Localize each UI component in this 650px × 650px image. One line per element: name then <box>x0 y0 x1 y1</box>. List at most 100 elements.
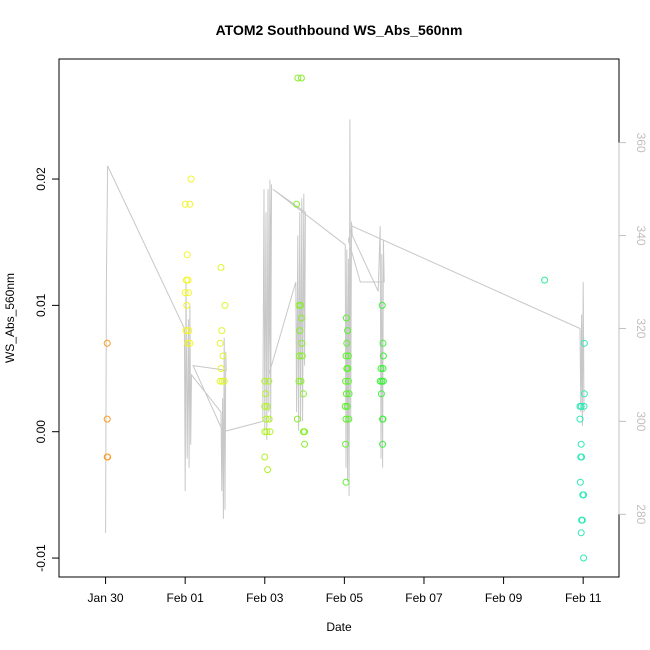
data-point <box>342 440 350 448</box>
line-series <box>105 119 585 533</box>
data-point <box>577 529 585 537</box>
data-point <box>104 453 112 461</box>
data-point <box>221 301 229 309</box>
data-point <box>298 352 306 360</box>
data-point <box>297 74 305 82</box>
data-point <box>342 377 350 385</box>
data-point <box>577 402 585 410</box>
data-point <box>344 365 352 372</box>
data-point <box>184 289 192 297</box>
data-point <box>343 339 351 347</box>
data-point <box>186 200 194 208</box>
data-point <box>379 440 387 448</box>
plot-area <box>58 58 620 578</box>
data-point <box>261 453 269 461</box>
data-point <box>216 339 224 347</box>
data-point <box>297 377 305 385</box>
x-tick-label: Feb 11 <box>565 591 602 605</box>
x-axis: Jan 30 Feb 01 Feb 03 Feb 05 Feb 07 Feb 09 Feb … <box>88 576 602 605</box>
data-point <box>261 377 269 385</box>
data-point <box>262 390 270 398</box>
data-point <box>299 390 307 398</box>
data-point <box>184 276 192 284</box>
y2-tick-label: 340 <box>634 226 648 246</box>
y-tick-label: 0.00 <box>34 420 48 444</box>
data-point <box>345 390 353 398</box>
data-point <box>301 440 309 448</box>
data-point <box>377 365 385 372</box>
data-point <box>103 415 111 423</box>
data-point <box>580 402 588 410</box>
data-point <box>295 377 303 385</box>
data-point <box>185 327 193 335</box>
data-point <box>297 301 305 309</box>
chart-title: ATOM2 Southbound WS_Abs_560nm <box>216 22 463 38</box>
data-point <box>342 352 350 360</box>
data-point <box>265 377 273 385</box>
x-tick-label: Feb 09 <box>485 591 523 605</box>
data-point <box>261 428 269 436</box>
x-tick-label: Feb 01 <box>166 591 204 605</box>
secondary-y-axis: 280 300 320 340 360 <box>618 133 648 525</box>
y-axis-label: WS_Abs_560nm <box>3 273 17 363</box>
data-point <box>266 428 274 436</box>
data-point <box>183 251 191 259</box>
x-tick-label: Feb 05 <box>326 591 364 605</box>
data-point <box>580 491 588 499</box>
data-point <box>342 314 350 322</box>
data-point <box>218 327 226 335</box>
y2-tick-label: 300 <box>634 411 648 431</box>
data-point <box>181 200 189 208</box>
data-point <box>217 264 225 271</box>
data-point <box>580 390 588 398</box>
data-point <box>580 339 588 347</box>
data-point <box>261 402 269 410</box>
data-point <box>577 440 585 448</box>
data-point <box>379 365 387 372</box>
data-point <box>219 352 227 360</box>
data-point <box>298 339 306 347</box>
x-tick-label: Feb 07 <box>405 591 443 605</box>
data-point <box>344 377 352 385</box>
data-point <box>217 365 225 372</box>
data-point <box>342 390 350 398</box>
data-point <box>297 314 305 322</box>
y2-tick-label: 320 <box>634 318 648 338</box>
data-point <box>578 453 586 461</box>
y-tick-label: 0.01 <box>34 293 48 317</box>
data-point <box>379 339 387 347</box>
data-point <box>264 466 272 474</box>
data-point <box>344 352 352 360</box>
x-axis-label: Date <box>326 620 352 634</box>
data-point <box>345 415 353 423</box>
data-point <box>576 415 584 423</box>
data-point <box>379 415 387 423</box>
data-point <box>103 339 111 347</box>
data-point <box>541 276 549 284</box>
data-point <box>184 339 192 347</box>
data-point <box>341 402 349 410</box>
data-point <box>293 200 301 208</box>
data-point <box>342 478 350 486</box>
data-point <box>187 175 195 183</box>
data-point <box>344 327 352 335</box>
data-point <box>379 352 387 360</box>
data-point <box>343 402 351 410</box>
y-tick-label: -0.01 <box>34 544 48 572</box>
data-point <box>218 377 226 385</box>
data-point <box>220 377 228 385</box>
data-point <box>182 327 190 335</box>
data-point <box>377 390 385 398</box>
x-tick-label: Jan 30 <box>88 591 124 605</box>
y-tick-label: 0.02 <box>34 167 48 191</box>
data-point <box>293 415 301 423</box>
data-point <box>296 327 304 335</box>
data-point <box>183 301 191 309</box>
y2-tick-label: 360 <box>634 133 648 153</box>
data-point <box>379 377 387 385</box>
y2-tick-label: 280 <box>634 504 648 524</box>
y-axis: -0.01 0.00 0.01 0.02 <box>34 167 60 572</box>
data-point <box>295 352 303 360</box>
x-tick-label: Feb 03 <box>246 591 284 605</box>
data-point <box>576 478 584 486</box>
